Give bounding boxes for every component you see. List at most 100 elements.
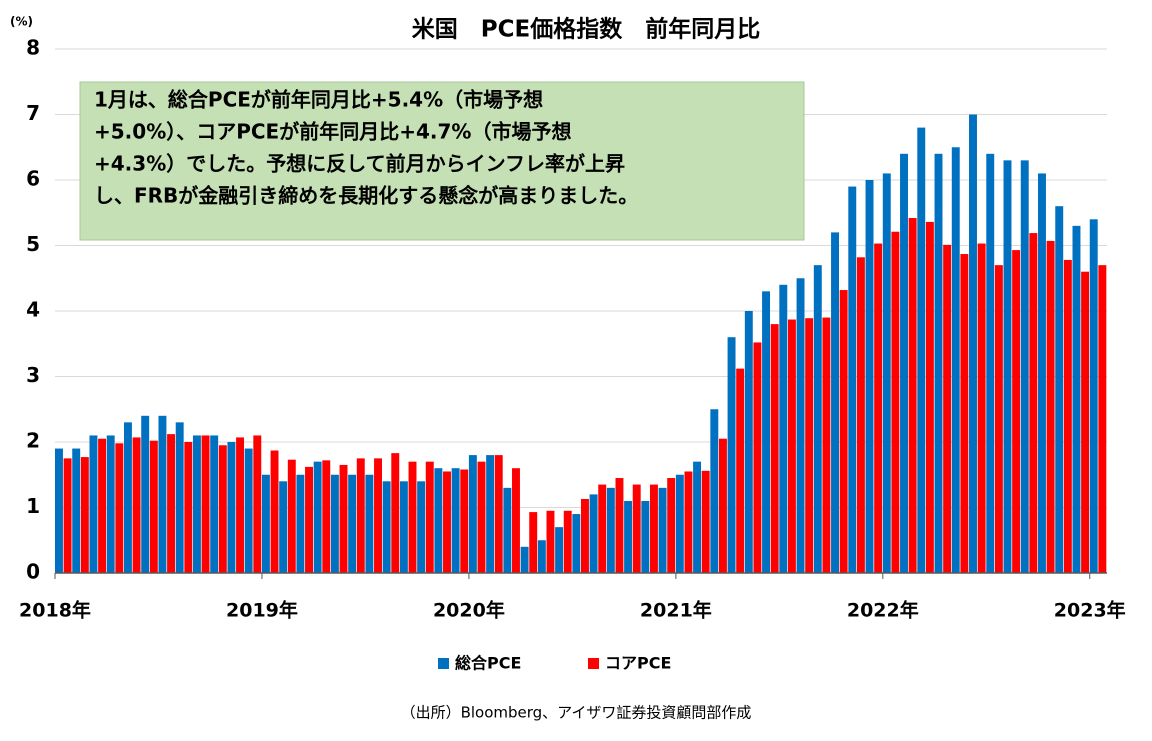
bar	[856, 257, 865, 573]
bar	[374, 458, 382, 573]
bar	[192, 435, 201, 573]
bar	[270, 450, 279, 573]
bar	[158, 415, 167, 573]
bar	[693, 461, 702, 573]
bar	[537, 540, 546, 573]
bar	[1055, 206, 1064, 573]
bar	[658, 487, 667, 573]
bar	[141, 415, 150, 573]
bar	[831, 232, 839, 573]
bar	[969, 114, 977, 573]
bar	[184, 442, 193, 573]
annotation: 1月は、総合PCEが前年同月比+5.4%（市場予想 +5.0%）、コアPCEが前年…	[94, 88, 638, 208]
bar	[891, 231, 900, 573]
bar	[589, 494, 598, 573]
bar	[486, 455, 495, 573]
annotation-box	[79, 81, 805, 241]
bar	[253, 435, 262, 573]
bar	[710, 409, 719, 573]
bar	[649, 484, 658, 573]
bar	[865, 180, 874, 573]
bar	[925, 221, 934, 574]
bar	[417, 481, 426, 573]
bar	[451, 468, 460, 573]
annotation-line: +4.3%）でした。予想に反して前月からインフレ率が上昇	[94, 152, 625, 176]
bar	[201, 435, 210, 573]
y-tick-label: 7	[26, 101, 40, 125]
bar	[624, 500, 633, 573]
bar	[279, 481, 288, 573]
bar	[339, 464, 348, 573]
x-tick-label: 2021年	[640, 599, 712, 622]
bar	[512, 468, 520, 573]
bar	[744, 311, 753, 573]
y-tick-label: 4	[26, 298, 40, 322]
bar	[132, 437, 141, 573]
bar	[494, 455, 503, 573]
bar	[261, 474, 270, 573]
bar	[210, 435, 219, 573]
x-tick-label: 2019年	[226, 599, 298, 622]
bar	[546, 510, 555, 573]
bar	[72, 448, 81, 573]
y-tick-label: 1	[26, 494, 40, 518]
bar	[684, 471, 693, 573]
bar	[874, 243, 883, 573]
bar	[598, 484, 607, 573]
bar	[839, 290, 848, 573]
bar	[1063, 259, 1072, 573]
bar	[236, 437, 245, 573]
bar	[80, 457, 89, 573]
bar	[641, 500, 650, 573]
bar	[322, 460, 331, 573]
bar	[770, 324, 779, 573]
bar	[753, 342, 762, 573]
legend-swatch	[588, 658, 599, 669]
bar	[287, 459, 296, 573]
bar	[960, 254, 969, 573]
bar	[787, 319, 796, 573]
bar	[529, 512, 538, 573]
bar	[900, 153, 908, 574]
y-tick-label: 6	[26, 167, 40, 191]
bar	[986, 153, 995, 574]
bar	[1020, 160, 1029, 573]
bar	[572, 514, 581, 573]
bar	[1046, 240, 1055, 574]
bar	[563, 510, 572, 573]
bar	[63, 458, 72, 573]
bar	[434, 468, 443, 573]
bar	[106, 435, 115, 573]
bar	[149, 440, 158, 573]
bar	[908, 217, 917, 574]
annotation-line: し、FRBが金融引き締めを長期化する懸念が高まりました。	[94, 184, 638, 208]
bar	[606, 487, 615, 573]
bar	[1072, 225, 1081, 573]
y-tick-label: 8	[26, 36, 40, 60]
bar	[943, 244, 952, 573]
bar	[1098, 265, 1107, 573]
bar	[822, 317, 831, 573]
bar	[468, 455, 477, 573]
chart-title: 米国 PCE価格指数 前年同月比	[412, 16, 760, 43]
bar	[227, 442, 236, 573]
bar	[813, 265, 822, 573]
bar	[365, 474, 374, 573]
bar	[718, 438, 727, 573]
bar	[805, 318, 814, 573]
bar	[382, 481, 391, 573]
bar	[934, 153, 943, 574]
bar	[951, 147, 960, 573]
bar	[503, 487, 512, 573]
bar	[443, 471, 451, 573]
bar	[1089, 219, 1098, 574]
x-tick-label: 2020年	[433, 599, 505, 622]
y-tick-label: 5	[26, 232, 40, 256]
bar	[1003, 160, 1012, 573]
bar	[736, 368, 745, 573]
bar	[218, 445, 227, 573]
bar	[408, 461, 417, 573]
bar	[917, 127, 926, 573]
bar	[667, 478, 676, 573]
